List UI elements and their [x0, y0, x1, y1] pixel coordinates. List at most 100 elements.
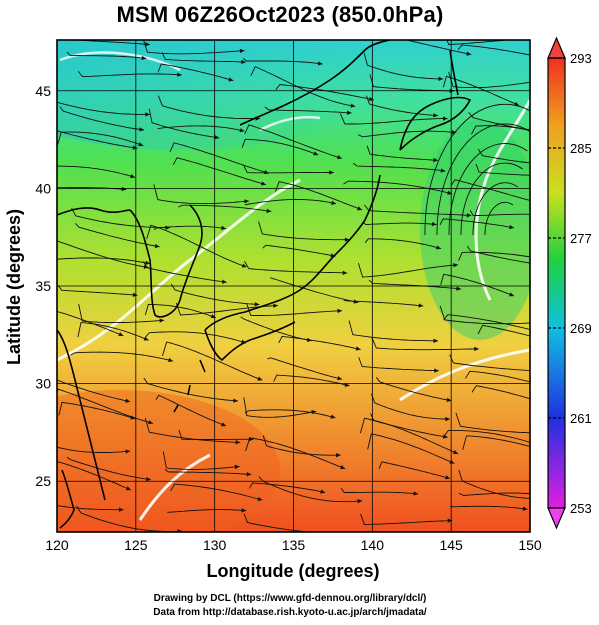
streamline	[449, 354, 530, 371]
streamline-arrow	[532, 36, 537, 40]
streamline	[57, 311, 124, 337]
y-axis-ticks: 25 30 35 40 45	[35, 83, 51, 489]
streamline	[449, 505, 528, 510]
streamline	[78, 303, 165, 324]
streamline-arrow	[145, 260, 150, 265]
streamline-arrow	[474, 346, 479, 352]
streamline	[458, 492, 530, 496]
streamline	[440, 273, 515, 297]
streamline-arrow	[125, 486, 131, 491]
streamline	[404, 40, 472, 56]
streamline-arrow	[239, 128, 245, 133]
streamline-arrow	[239, 48, 245, 54]
streamline-arrow	[451, 129, 457, 135]
streamline	[270, 277, 359, 303]
x-tick-label: 140	[361, 537, 385, 553]
streamline-arrow	[234, 464, 240, 470]
streamline	[57, 461, 131, 491]
streamline	[455, 412, 530, 434]
streamline	[477, 324, 530, 337]
streamline-arrow	[543, 174, 548, 178]
streamline	[144, 331, 247, 344]
streamline	[443, 314, 530, 330]
streamline	[258, 476, 363, 503]
streamline-arrow	[449, 459, 455, 464]
streamline	[352, 162, 446, 172]
streamline-arrow	[241, 263, 247, 268]
streamline-arrow	[338, 31, 343, 35]
streamline	[366, 145, 438, 161]
streamline-arrow	[522, 506, 528, 511]
streamline-arrow	[514, 101, 520, 106]
streamline-arrow	[132, 292, 138, 298]
streamline	[359, 417, 459, 455]
streamline	[157, 63, 234, 82]
streamline-arrow	[355, 346, 361, 351]
streamline-arrow	[261, 181, 266, 186]
streamline	[143, 40, 245, 55]
streamline	[66, 456, 151, 481]
credit-data: Data from http://database.rish.kyoto-u.a…	[153, 607, 427, 618]
streamline	[367, 433, 455, 464]
y-tick-label: 30	[35, 376, 51, 392]
y-tick-label: 45	[35, 83, 51, 99]
streamline	[57, 443, 131, 453]
streamline-arrow	[130, 174, 136, 179]
colorbar-label: 261	[570, 411, 592, 426]
colorbar-label: 293	[570, 51, 592, 66]
colorbar-label: 285	[570, 141, 592, 156]
streamline-arrow	[466, 51, 472, 56]
streamline	[241, 138, 319, 156]
streamline	[57, 101, 150, 115]
y-tick-label: 35	[35, 278, 51, 294]
streamline-arrow	[539, 212, 544, 216]
x-tick-label: 130	[203, 537, 227, 553]
streamline	[443, 429, 530, 443]
streamline-arrow	[340, 465, 346, 470]
streamline	[358, 130, 457, 138]
streamline	[57, 505, 124, 511]
streamline-arrow	[447, 518, 453, 523]
streamline	[144, 304, 216, 319]
streamline-arrow	[456, 286, 461, 291]
streamline	[57, 388, 154, 424]
streamline	[448, 71, 530, 89]
streamline-arrow	[254, 302, 260, 307]
streamline	[243, 513, 313, 532]
streamline-arrow	[273, 303, 278, 308]
streamline	[365, 95, 438, 117]
streamline	[371, 393, 450, 420]
streamline	[245, 437, 346, 470]
streamline	[164, 469, 252, 475]
streamline-arrow	[221, 422, 227, 427]
streamline	[143, 377, 238, 402]
streamline	[442, 75, 520, 106]
streamline	[466, 245, 530, 264]
streamline-arrow	[433, 157, 438, 163]
x-tick-label: 150	[518, 537, 542, 553]
streamline-arrow	[246, 472, 252, 477]
streamline	[266, 22, 342, 35]
credits: Drawing by DCL (https://www.gfd-dennou.o…	[0, 592, 580, 620]
streamline	[462, 435, 530, 450]
streamline	[424, 103, 530, 236]
streamline-arrow	[320, 489, 326, 494]
streamline	[58, 401, 136, 420]
streamline-arrow	[228, 77, 234, 82]
streamline	[477, 148, 530, 164]
streamline	[248, 482, 326, 493]
streamline-arrow	[221, 225, 226, 231]
streamline-arrow	[344, 237, 350, 242]
streamline	[262, 435, 341, 456]
streamline-arrow	[330, 414, 336, 419]
streamline	[71, 207, 171, 229]
streamline	[178, 204, 272, 212]
streamline-arrow	[313, 151, 319, 156]
streamline-arrow	[431, 221, 437, 227]
streamline	[57, 257, 151, 265]
x-axis-ticks: 120 125 130 135 140 145 150	[45, 537, 542, 553]
streamline-arrow	[168, 357, 174, 363]
streamline	[157, 125, 245, 132]
streamline-arrow	[453, 449, 459, 454]
streamline	[167, 509, 247, 513]
